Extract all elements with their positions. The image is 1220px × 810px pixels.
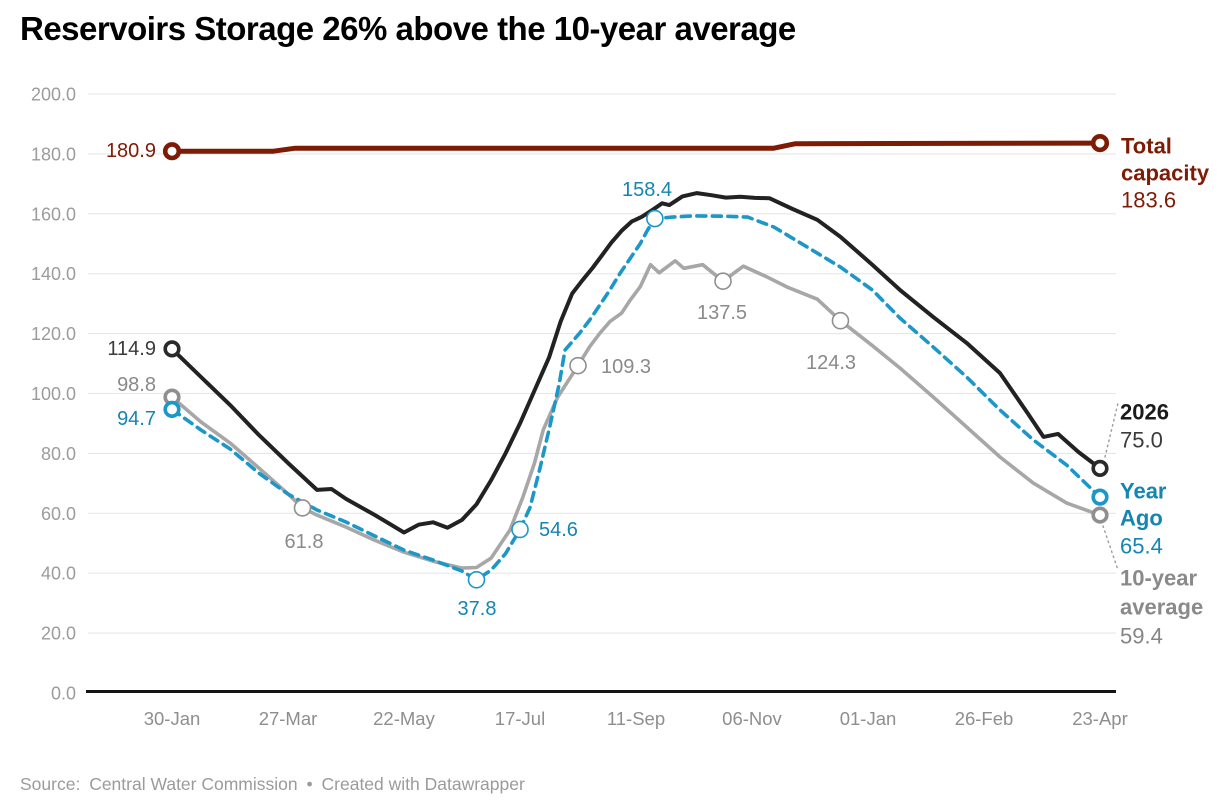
y-axis-tick-label: 160.0 <box>31 204 76 224</box>
data-point-marker-year_ago <box>1091 488 1109 506</box>
y-axis-tick-label: 180.0 <box>31 144 76 164</box>
data-point-marker-year_ago <box>163 400 181 418</box>
y-axis-tick-label: 100.0 <box>31 384 76 404</box>
x-axis-tick-label: 22-May <box>373 708 435 729</box>
series-end-label-avg10: average <box>1120 595 1203 620</box>
leader-line <box>1104 402 1119 458</box>
series-end-label-total_capacity: capacity <box>1121 161 1210 186</box>
series-end-label-year_ago: Year <box>1120 479 1167 504</box>
x-axis-tick-label: 06-Nov <box>722 708 782 729</box>
series-line-year_ago <box>170 214 1102 582</box>
value-label: 109.3 <box>601 356 651 378</box>
source-name: Central Water Commission <box>89 774 298 794</box>
value-label: 137.5 <box>697 302 747 324</box>
chart-title: Reservoirs Storage 26% above the 10-year… <box>20 10 796 47</box>
data-point-marker-avg10 <box>1091 506 1109 524</box>
source-prefix: Source: <box>20 774 81 794</box>
x-axis-tick-label: 26-Feb <box>955 708 1014 729</box>
y-axis-tick-label: 140.0 <box>31 264 76 284</box>
y-axis-tick-label: 20.0 <box>41 624 76 644</box>
x-axis-tick-label: 27-Mar <box>259 708 318 729</box>
data-point-marker-year_ago <box>646 209 664 228</box>
separator-dot: • <box>306 774 313 794</box>
series-end-value-y2026: 75.0 <box>1120 428 1163 453</box>
data-point-marker-avg10 <box>569 356 587 375</box>
y-axis-tick-label: 40.0 <box>41 564 76 584</box>
value-label: 94.7 <box>117 408 156 430</box>
series-end-label-avg10: 10-year <box>1120 566 1198 591</box>
value-label: 98.8 <box>117 374 156 396</box>
data-point-marker-avg10 <box>293 499 312 517</box>
data-point-marker-y2026 <box>1091 459 1109 477</box>
series-end-value-avg10: 59.4 <box>1120 624 1163 649</box>
series-line-avg10 <box>170 259 1102 570</box>
attribution-text: Created with Datawrapper <box>321 774 525 794</box>
x-axis-tick-label: 11-Sep <box>607 708 665 729</box>
value-label: 180.9 <box>106 140 156 162</box>
x-axis-tick-label: 23-Apr <box>1072 708 1128 729</box>
series-end-value-total_capacity: 183.6 <box>1121 188 1176 213</box>
value-label: 114.9 <box>107 338 156 360</box>
data-point-marker-year_ago <box>467 570 486 589</box>
series-end-label-total_capacity: Total <box>1121 134 1172 159</box>
value-label: 158.4 <box>622 179 672 201</box>
leader-line <box>1102 525 1119 571</box>
y-axis-tick-label: 200.0 <box>31 85 76 105</box>
y-axis-tick-label: 80.0 <box>41 444 76 464</box>
x-axis-tick-label: 01-Jan <box>840 708 897 729</box>
series-line-y2026 <box>170 191 1102 535</box>
series-end-label-y2026: 2026 <box>1120 400 1169 425</box>
x-axis-tick-label: 30-Jan <box>144 708 201 729</box>
value-label: 61.8 <box>285 531 324 553</box>
value-label: 124.3 <box>806 352 856 374</box>
source-attribution: Source: Central Water Commission • Creat… <box>20 774 529 795</box>
data-point-marker-year_ago <box>511 520 529 539</box>
value-label: 54.6 <box>539 519 578 541</box>
series-line-total_capacity <box>169 140 1103 154</box>
value-label: 37.8 <box>458 598 497 620</box>
series-end-label-year_ago: Ago <box>1120 506 1163 531</box>
data-point-marker-total_capacity <box>162 142 182 161</box>
data-point-marker-avg10 <box>714 272 732 290</box>
chart-canvas: 0.0 20.0 40.0 60.0 80.0 100.0 120.0 140.0 160.0 1… <box>31 85 1210 730</box>
x-axis-tick-label: 17-Jul <box>495 708 545 729</box>
y-axis-tick-label: 60.0 <box>41 504 76 524</box>
data-point-marker-total_capacity <box>1090 134 1110 153</box>
series-end-value-year_ago: 65.4 <box>1120 534 1163 559</box>
y-axis-tick-label: 120.0 <box>31 324 76 344</box>
data-point-marker-y2026 <box>163 340 181 358</box>
data-point-marker-avg10 <box>831 311 850 330</box>
y-axis-tick-label: 0.0 <box>51 684 76 704</box>
